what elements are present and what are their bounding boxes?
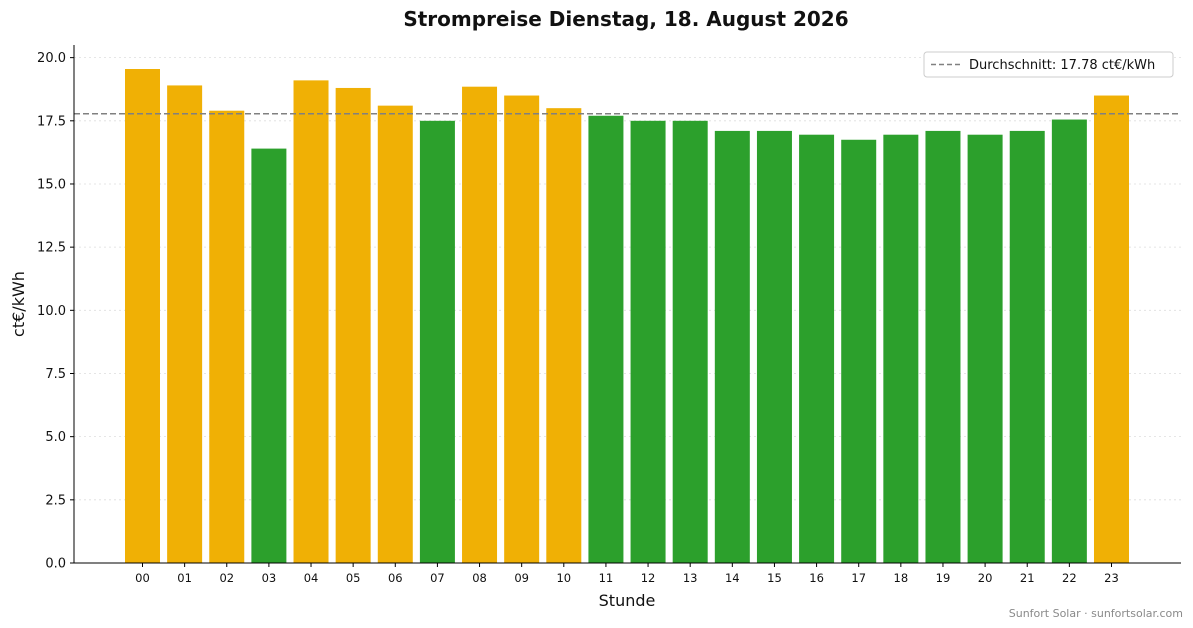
x-tick-label: 16 xyxy=(809,571,824,585)
bar-01 xyxy=(167,85,203,564)
y-tick-label: 5.0 xyxy=(45,430,66,445)
x-tick-label: 17 xyxy=(851,571,866,585)
bar-17 xyxy=(841,139,877,563)
y-tick-label: 17.5 xyxy=(37,114,66,129)
x-tick-label: 14 xyxy=(725,571,740,585)
x-tick-label: 21 xyxy=(1020,571,1035,585)
x-tick-label: 04 xyxy=(304,571,319,585)
x-tick-label: 08 xyxy=(472,571,487,585)
x-tick-label: 07 xyxy=(430,571,445,585)
bar-14 xyxy=(714,130,750,563)
bar-06 xyxy=(377,105,413,563)
x-tick-label: 20 xyxy=(978,571,993,585)
legend: Durchschnitt: 17.78 ct€/kWh xyxy=(923,51,1174,78)
legend-label: Durchschnitt: 17.78 ct€/kWh xyxy=(969,58,1155,73)
bar-19 xyxy=(925,130,961,563)
axes xyxy=(73,45,1181,564)
x-tick-label: 10 xyxy=(556,571,571,585)
bar-03 xyxy=(251,148,287,563)
bar-10 xyxy=(546,108,582,564)
footer-credit: Sunfort Solar · sunfortsolar.com xyxy=(1009,607,1183,620)
x-tick-label: 00 xyxy=(135,571,150,585)
bar-00 xyxy=(125,69,160,563)
y-tick-label: 0.0 xyxy=(45,557,66,572)
bar-09 xyxy=(504,95,540,563)
x-ticks: 00 01 02 03 04 05 06 07 08 09 10 11 12 13 14 15 16 17 18 19… xyxy=(135,563,1119,585)
y-axis-label: ct€/kWh xyxy=(9,271,28,337)
x-tick-label: 05 xyxy=(346,571,361,585)
x-tick-label: 02 xyxy=(219,571,234,585)
bars-group xyxy=(125,69,1129,564)
chart-title: Strompreise Dienstag, 18. August 2026 xyxy=(403,7,848,31)
x-tick-label: 12 xyxy=(641,571,656,585)
x-axis-label: Stunde xyxy=(599,591,656,610)
y-tick-label: 7.5 xyxy=(45,367,66,382)
bar-20 xyxy=(967,134,1003,563)
x-tick-label: 09 xyxy=(514,571,529,585)
bar-04 xyxy=(293,80,329,563)
bar-11 xyxy=(588,115,624,563)
bar-13 xyxy=(672,120,708,564)
bar-22 xyxy=(1051,119,1087,563)
bar-12 xyxy=(630,120,666,564)
y-ticks: 0.0 2.5 5.0 7.5 10.0 12.5 15.0 17.5 20.0 xyxy=(37,51,74,572)
bar-16 xyxy=(799,134,835,563)
x-tick-label: 18 xyxy=(894,571,909,585)
x-tick-label: 03 xyxy=(262,571,277,585)
bar-18 xyxy=(883,134,919,563)
y-tick-label: 15.0 xyxy=(37,177,66,192)
bar-02 xyxy=(209,110,245,563)
y-tick-label: 20.0 xyxy=(37,51,66,66)
y-tick-label: 2.5 xyxy=(45,493,66,508)
y-tick-label: 10.0 xyxy=(37,304,66,319)
bar-23 xyxy=(1093,95,1129,563)
x-tick-label: 11 xyxy=(599,571,614,585)
bar-21 xyxy=(1009,130,1045,563)
bar-07 xyxy=(419,120,455,564)
y-tick-label: 12.5 xyxy=(37,241,66,256)
x-tick-label: 23 xyxy=(1104,571,1119,585)
x-tick-label: 15 xyxy=(767,571,782,585)
x-tick-label: 22 xyxy=(1062,571,1077,585)
legend-box xyxy=(923,51,1174,78)
bar-15 xyxy=(756,130,792,563)
x-tick-label: 13 xyxy=(683,571,698,585)
x-tick-label: 06 xyxy=(388,571,403,585)
x-tick-label: 19 xyxy=(936,571,951,585)
x-tick-label: 01 xyxy=(177,571,192,585)
bar-05 xyxy=(335,87,371,563)
bar-08 xyxy=(462,86,498,563)
